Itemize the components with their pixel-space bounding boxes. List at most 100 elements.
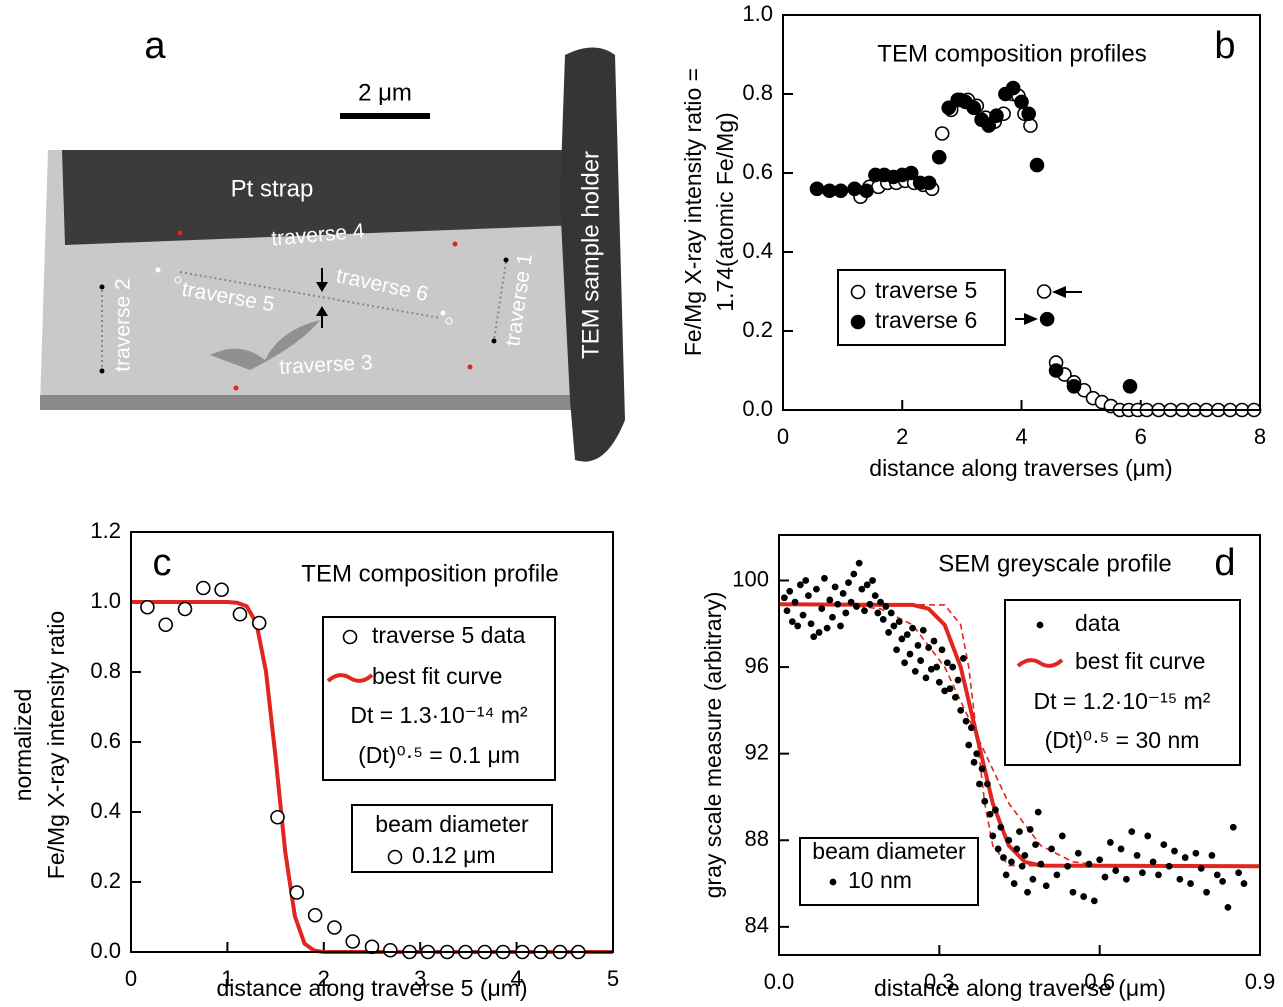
data-point bbox=[1005, 836, 1013, 844]
data-point bbox=[834, 600, 842, 608]
data-point bbox=[981, 118, 997, 133]
legend-label: traverse 6 bbox=[875, 307, 977, 333]
data-point bbox=[925, 644, 933, 651]
data-point bbox=[853, 603, 860, 610]
y-tick-label: 1.0 bbox=[742, 1, 773, 26]
data-point bbox=[919, 626, 927, 634]
x-tick-label: 0.6 bbox=[1084, 969, 1115, 994]
y-tick-label: 0.2 bbox=[90, 868, 121, 893]
data-point bbox=[813, 585, 820, 593]
y-tick-label: 92 bbox=[745, 739, 769, 764]
data-point bbox=[914, 642, 922, 649]
beam-symbol bbox=[829, 878, 837, 886]
beam-label: 10 nm bbox=[848, 867, 912, 893]
data-point bbox=[270, 809, 285, 825]
data-point bbox=[994, 845, 1002, 853]
data-point bbox=[941, 100, 957, 116]
data-point bbox=[1149, 858, 1157, 866]
data-point bbox=[831, 583, 839, 591]
data-point bbox=[986, 810, 994, 818]
y-axis-label: Fe/Mg X-ray intensity ratio = bbox=[680, 68, 706, 356]
data-point bbox=[869, 577, 876, 584]
panel-letter: a bbox=[144, 25, 166, 67]
x-tick-label: 6 bbox=[1135, 424, 1147, 449]
data-point bbox=[861, 607, 868, 615]
data-point bbox=[1101, 873, 1109, 881]
data-point bbox=[946, 685, 954, 693]
data-point bbox=[927, 665, 935, 673]
y-tick-label: 0.6 bbox=[742, 159, 773, 184]
scale-bar-label: 2 μm bbox=[358, 79, 412, 106]
data-point bbox=[1048, 845, 1055, 853]
data-point bbox=[858, 585, 866, 593]
data-point bbox=[1032, 841, 1039, 848]
data-point bbox=[783, 607, 791, 615]
data-point bbox=[938, 646, 946, 654]
data-point bbox=[855, 559, 863, 567]
data-point bbox=[1176, 875, 1184, 883]
data-point bbox=[177, 601, 193, 617]
panel-letter: b bbox=[1214, 25, 1235, 67]
data-point bbox=[786, 587, 794, 595]
data-point bbox=[954, 676, 962, 684]
data-point bbox=[959, 655, 967, 662]
data-point bbox=[1122, 875, 1130, 883]
y-axis-label: Fe/Mg X-ray intensity ratio bbox=[43, 611, 69, 879]
data-point bbox=[847, 598, 855, 606]
data-point bbox=[921, 175, 937, 191]
data-point bbox=[1021, 852, 1029, 859]
data-point bbox=[871, 592, 879, 600]
data-point bbox=[1106, 839, 1114, 846]
data-point bbox=[949, 663, 957, 671]
micrograph bbox=[0, 0, 640, 480]
data-point bbox=[1155, 871, 1162, 879]
holder-label: TEM sample holder bbox=[577, 151, 604, 359]
chart-title: SEM greyscale profile bbox=[938, 550, 1171, 577]
legend-symbol bbox=[342, 629, 358, 645]
data-point bbox=[833, 183, 849, 199]
data-point bbox=[788, 618, 796, 625]
data-point bbox=[1074, 849, 1082, 857]
data-point bbox=[1029, 875, 1037, 883]
fit-note: (Dt)⁰·⁵ = 0.1 μm bbox=[358, 742, 520, 768]
x-tick-label: 3 bbox=[414, 966, 426, 991]
data-point bbox=[911, 667, 919, 675]
data-point bbox=[903, 165, 919, 181]
data-point bbox=[1026, 826, 1034, 833]
data-point bbox=[1029, 157, 1045, 173]
data-point bbox=[780, 594, 788, 602]
data-point bbox=[158, 617, 174, 633]
x-tick-label: 0.3 bbox=[924, 969, 955, 994]
data-point bbox=[1013, 845, 1021, 853]
data-point bbox=[1165, 862, 1173, 870]
data-point bbox=[847, 181, 862, 197]
data-point bbox=[1096, 856, 1104, 864]
plot-frame bbox=[782, 14, 1261, 411]
panel-letter: d bbox=[1214, 542, 1235, 584]
data-point bbox=[345, 934, 361, 949]
data-point bbox=[970, 758, 978, 766]
x-axis-label: distance along traverse (μm) bbox=[874, 975, 1166, 1001]
data-point bbox=[933, 663, 941, 671]
y-tick-label: 0.8 bbox=[742, 80, 773, 105]
data-point bbox=[845, 579, 852, 587]
x-tick-label: 0.0 bbox=[764, 969, 795, 994]
x-tick-label: 2 bbox=[318, 966, 330, 991]
data-point bbox=[1219, 877, 1226, 885]
data-point bbox=[1197, 865, 1205, 872]
data-point bbox=[794, 622, 802, 630]
data-point bbox=[1187, 880, 1194, 887]
x-tick-label: 0 bbox=[777, 424, 789, 449]
plot-frame bbox=[130, 531, 614, 953]
data-point bbox=[818, 605, 826, 613]
data-point bbox=[1085, 860, 1093, 868]
data-point bbox=[874, 609, 882, 617]
y-tick-label: 100 bbox=[732, 566, 769, 591]
legend-symbol bbox=[850, 314, 866, 330]
beam-box bbox=[351, 804, 553, 873]
data-point bbox=[903, 631, 911, 638]
data-point bbox=[922, 674, 930, 682]
data-point bbox=[962, 717, 970, 725]
y-tick-label: 0.4 bbox=[90, 798, 121, 823]
data-point bbox=[1048, 363, 1064, 378]
